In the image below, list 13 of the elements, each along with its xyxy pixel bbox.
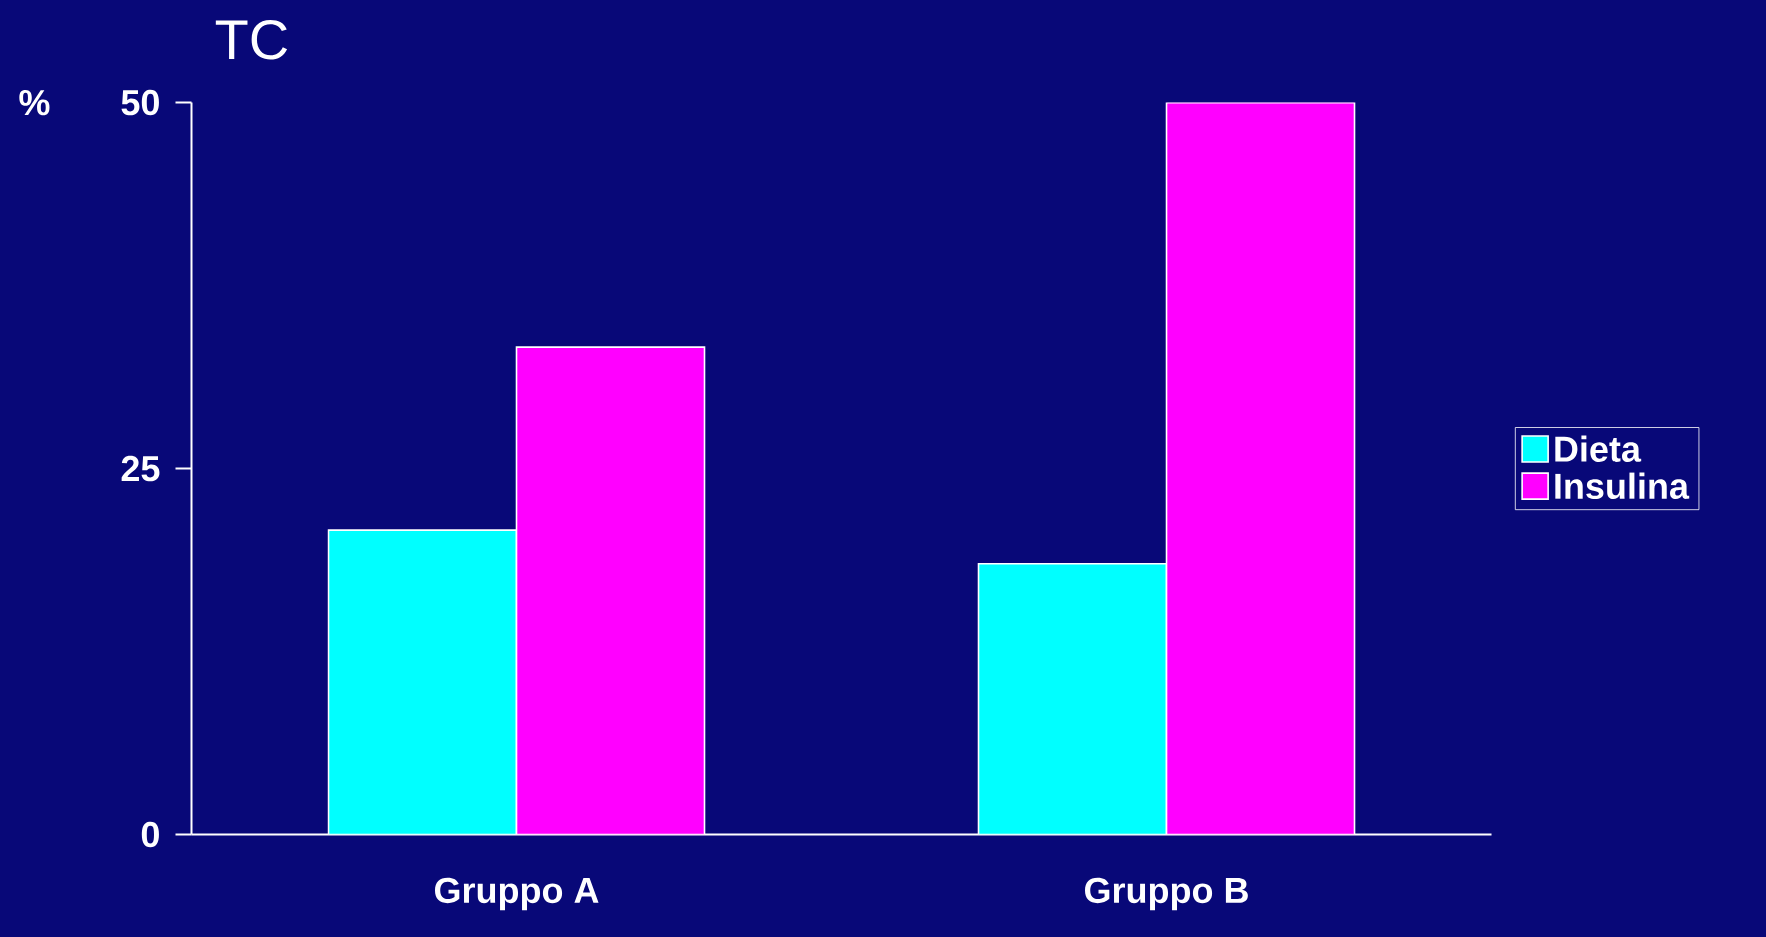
bar xyxy=(977,562,1168,835)
bar xyxy=(1165,102,1356,835)
y-tick-label: 0 xyxy=(141,821,159,848)
x-tick-label: Gruppo B xyxy=(1085,877,1248,911)
legend-label: Dieta xyxy=(1555,435,1642,462)
y-tick-label: 50 xyxy=(121,89,159,116)
x-tick-label: Gruppo A xyxy=(434,877,599,911)
y-tick-label: 25 xyxy=(121,455,160,482)
chart-title: TC xyxy=(215,19,288,60)
legend-label: Insulina xyxy=(1555,472,1690,500)
y-axis-title: % xyxy=(19,89,50,116)
bar xyxy=(327,529,518,835)
bar xyxy=(515,346,706,835)
